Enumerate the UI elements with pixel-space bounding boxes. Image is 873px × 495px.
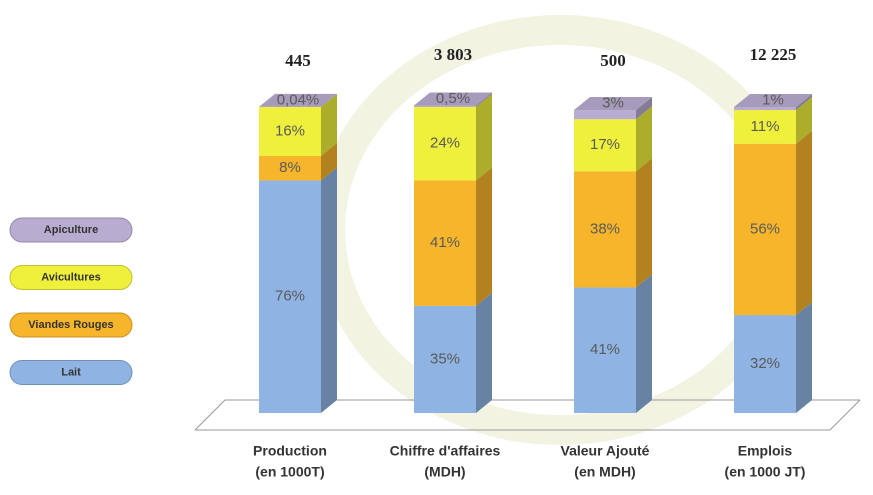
bar-front [574,171,636,288]
bar-segment [734,130,812,316]
x-tick-label: (en MDH) [574,464,635,480]
value-label: 32% [750,355,780,372]
bar-front [259,107,321,156]
bar-segment [734,97,812,144]
total-label: 3 803 [434,45,472,64]
bar-front [734,110,796,144]
x-tick-label: (en 1000T) [255,464,324,480]
value-label: 35% [430,350,460,367]
bar-segment [414,292,492,413]
bar-segment [574,97,652,120]
legend-swatch [9,360,133,385]
bar-segment [414,94,492,181]
floor-front [195,399,861,431]
bar-front [574,287,636,413]
x-tick-label: Chiffre d'affaires [390,443,501,459]
bar-front [574,119,636,172]
bar-side [796,302,812,413]
bar-front [259,180,321,413]
bar-side [636,274,652,413]
bar-segment [414,167,492,306]
legend-label: Lait [61,366,81,378]
value-label: 56% [750,220,780,237]
bar-segment [259,94,337,156]
legend-label: Viandes Rouges [28,319,113,331]
bar-front [414,105,476,107]
x-tick-label: (MDH) [424,464,465,480]
legend-label: Avicultures [41,271,101,283]
bar-side [796,130,812,316]
legend-label: Apiculture [44,224,98,236]
bar-front [734,107,796,111]
value-label: 41% [430,234,460,251]
value-label: 8% [279,159,301,176]
bar-segment [734,302,812,413]
total-label: 445 [285,51,311,70]
legend-swatch [9,312,133,338]
total-label: 12 225 [750,45,797,64]
bar-side [321,142,337,181]
x-tick-label: Emplois [738,443,793,459]
bar-side [796,97,812,144]
bar-top [259,93,337,107]
value-label: 16% [275,122,305,139]
value-label: 24% [430,135,460,152]
bar-segment [734,94,812,111]
value-label: 11% [751,118,780,135]
bar-segment [574,158,652,288]
value-label: 0,5% [436,90,470,107]
bar-side [476,167,492,306]
x-tick-label: Valeur Ajouté [561,443,650,459]
bar-front [574,110,636,120]
bar-side [321,94,337,156]
value-label: 3% [602,95,624,112]
bar-top [414,92,492,106]
value-label: 41% [590,341,620,358]
bar-segment [259,93,337,107]
bar-segment [414,92,492,107]
bar-side [321,93,337,107]
x-tick-label: Production [253,443,327,459]
legend-swatch [9,265,133,290]
bar-front [414,180,476,306]
value-label: 17% [590,136,620,153]
bar-front [734,143,796,316]
value-label: 76% [275,288,305,305]
value-label: 0,04% [277,91,320,108]
value-label: 1% [762,91,784,108]
bar-side [476,292,492,413]
bar-top [734,94,812,107]
bar-segment [574,274,652,413]
background-decoration [315,15,805,445]
bar-side [476,92,492,107]
bar-side [321,167,337,413]
bar-side [636,158,652,288]
x-tick-label: (en 1000 JT) [725,464,806,480]
bar-side [636,97,652,120]
bar-segment [259,167,337,413]
bar-front [734,315,796,413]
bar-front [414,107,476,181]
bar-segment [574,106,652,172]
bar-top [574,97,652,111]
legend-swatch [9,217,133,243]
bar-front [414,305,476,413]
value-label: 38% [590,220,620,237]
bar-side [476,94,492,181]
bar-front [259,155,321,181]
bar-segment [259,142,337,181]
bar-side [636,106,652,172]
bar-side [796,94,812,111]
total-label: 500 [600,51,626,70]
